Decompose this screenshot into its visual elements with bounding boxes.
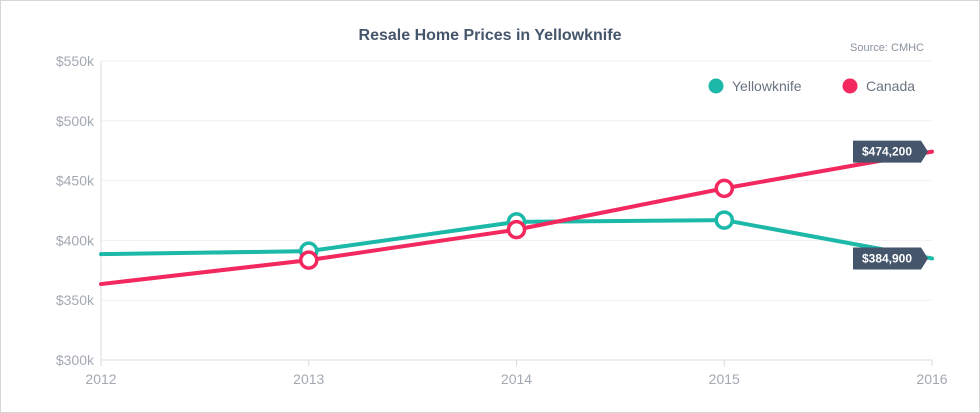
legend-label-yellowknife: Yellowknife [732,78,802,94]
data-point-canada [714,178,734,199]
x-tick-label: 2014 [501,371,532,387]
end-value-callout [853,140,928,163]
legend-marker-canada [842,78,858,94]
y-tick-label: $350k [56,292,95,308]
x-tick-label: 2015 [709,371,740,387]
end-value-label: $474,200 [862,145,912,159]
x-tick-label: 2016 [916,371,947,387]
x-tick-label: 2013 [293,371,324,387]
legend-label-canada: Canada [866,78,915,94]
y-tick-label: $450k [56,173,95,189]
chart-title: Resale Home Prices in Yellowknife [358,27,622,44]
x-tick-label: 2012 [85,371,116,387]
y-tick-label: $400k [56,232,95,248]
end-value-callout [853,247,928,270]
data-point-canada [506,219,527,240]
y-tick-label: $300k [56,352,95,368]
data-point-yellowknife [714,210,734,230]
y-tick-label: $550k [56,53,95,69]
chart-source: Source: CMHC [850,42,924,54]
legend-marker-yellowknife [708,78,724,94]
data-point-canada [299,250,319,270]
y-tick-label: $500k [56,113,95,129]
end-value-label: $384,900 [862,251,912,265]
